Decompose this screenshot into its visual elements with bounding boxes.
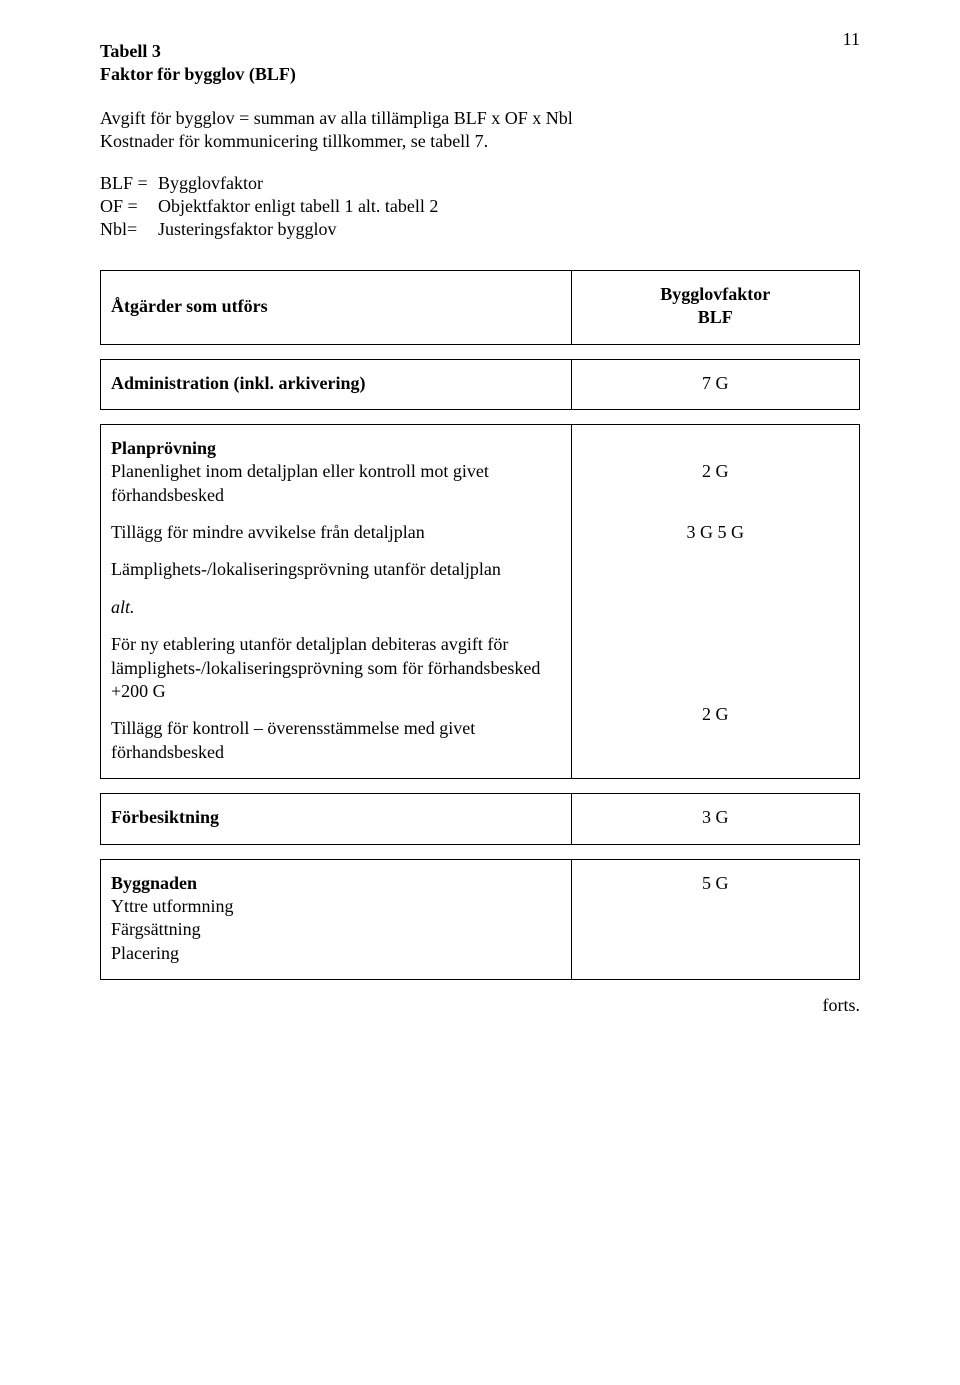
admin-value: 7 G [571,359,859,409]
byggnaden-left: Byggnaden Yttre utformning Färgsättning … [101,859,572,980]
page: 11 Tabell 3 Faktor för bygglov (BLF) Avg… [0,0,960,1385]
header-right-line1: Bygglovfaktor [660,284,770,304]
definition-label: BLF = [100,172,158,195]
forts-label: forts. [100,994,860,1017]
admin-label-text: Administration (inkl. arkivering) [111,373,366,393]
header-right-line2: BLF [698,307,733,327]
heading: Tabell 3 Faktor för bygglov (BLF) [100,40,860,87]
definition-row: BLF = Bygglovfaktor [100,172,860,195]
header-right: Bygglovfaktor BLF [571,270,859,344]
plan-item3-label: Lämplighets-/lokaliseringsprövning utanf… [111,558,561,581]
intro-line1: Avgift för bygglov = summan av alla till… [100,107,860,130]
forbesikt-label-text: Förbesiktning [111,807,219,827]
forbesikt-value-text: 3 G [702,806,729,829]
table-row: Planprövning Planenlighet inom detaljpla… [101,424,860,778]
definition-value: Objektfaktor enligt tabell 1 alt. tabell… [158,195,438,218]
definition-label: Nbl= [100,218,158,241]
plan-item3-value: 5 G [718,521,745,544]
definitions: BLF = Bygglovfaktor OF = Objektfaktor en… [100,172,860,242]
definition-value: Bygglovfaktor [158,172,263,195]
plan-item2-value: 3 G [687,521,714,544]
plan-title: Planprövning [111,437,561,460]
definition-row: OF = Objektfaktor enligt tabell 1 alt. t… [100,195,860,218]
admin-value-text: 7 G [702,372,729,395]
table-byggnaden: Byggnaden Yttre utformning Färgsättning … [100,859,860,981]
table-header: Åtgärder som utförs Bygglovfaktor BLF [100,270,860,345]
intro: Avgift för bygglov = summan av alla till… [100,107,860,154]
admin-label: Administration (inkl. arkivering) [101,359,572,409]
page-number: 11 [843,28,860,51]
table-row: Förbesiktning 3 G [101,794,860,844]
heading-line1: Tabell 3 [100,40,860,63]
table-row: Administration (inkl. arkivering) 7 G [101,359,860,409]
byggnaden-title: Byggnaden [111,872,561,895]
definition-value: Justeringsfaktor bygglov [158,218,336,241]
plan-cell-left: Planprövning Planenlighet inom detaljpla… [101,424,572,778]
byggnaden-right: 5 G [571,859,859,980]
plan-item1-value: 2 G [702,460,729,483]
definition-label: OF = [100,195,158,218]
byggnaden-sub1: Yttre utformning [111,895,561,918]
table-admin: Administration (inkl. arkivering) 7 G [100,359,860,410]
plan-note: För ny etablering utanför detaljplan deb… [111,633,561,703]
definition-row: Nbl= Justeringsfaktor bygglov [100,218,860,241]
table-row-header: Åtgärder som utförs Bygglovfaktor BLF [101,270,860,344]
byggnaden-sub3: Placering [111,942,561,965]
byggnaden-value: 5 G [702,872,729,895]
table-plan: Planprövning Planenlighet inom detaljpla… [100,424,860,779]
table-forbesikt: Förbesiktning 3 G [100,793,860,844]
byggnaden-sub2: Färgsättning [111,918,561,941]
plan-item1-label: Planenlighet inom detaljplan eller kontr… [111,460,561,507]
plan-item4-label: Tillägg för kontroll – överensstämmelse … [111,717,561,764]
forbesikt-label: Förbesiktning [101,794,572,844]
plan-item2-label: Tillägg för mindre avvikelse från detalj… [111,521,561,544]
table-row: Byggnaden Yttre utformning Färgsättning … [101,859,860,980]
plan-item4-value: 2 G [702,703,729,726]
heading-line2: Faktor för bygglov (BLF) [100,63,860,86]
plan-alt-label: alt. [111,596,561,619]
header-left: Åtgärder som utförs [101,270,572,344]
forbesikt-value: 3 G [571,794,859,844]
intro-line2: Kostnader för kommunicering tillkommer, … [100,130,860,153]
plan-cell-right: . 2 G . 3 G 5 G . . . . . 2 G [571,424,859,778]
